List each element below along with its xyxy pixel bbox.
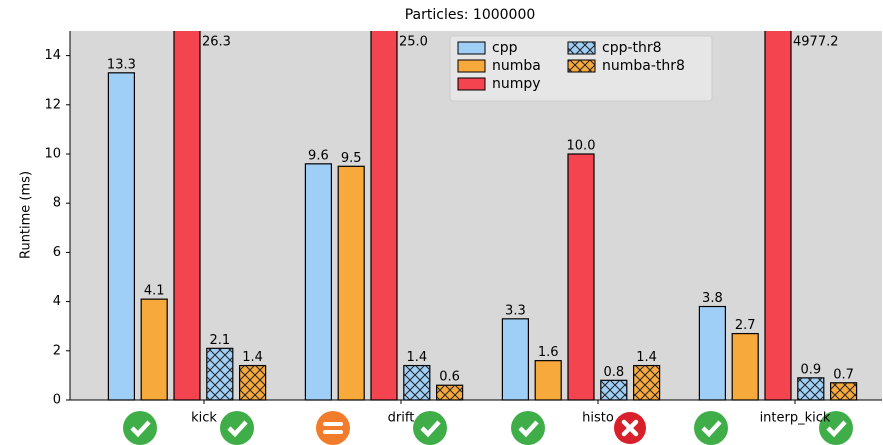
bar [140, 298, 168, 401]
y-axis-label: Runtime (ms) [19, 171, 34, 259]
equal-icon [316, 411, 350, 445]
value-label: 4.1 [144, 284, 165, 299]
x-tick-label: drift [388, 411, 415, 426]
cross-icon [614, 412, 646, 444]
bar-hatch [239, 365, 266, 400]
bar-hatch [600, 380, 627, 400]
value-label: 26.3 [202, 35, 231, 50]
value-label: 2.1 [209, 333, 230, 348]
y-tick-label: 4 [53, 294, 61, 309]
y-tick-label: 14 [44, 48, 61, 63]
value-label: 25.0 [399, 35, 428, 50]
check-icon [819, 411, 853, 445]
bar-hatch [633, 365, 660, 400]
bar [731, 332, 759, 401]
bar-hatch [830, 382, 857, 400]
value-label: 9.5 [341, 151, 362, 166]
value-label: 0.6 [439, 370, 460, 385]
legend-label: numba [492, 58, 541, 74]
check-icon [220, 411, 254, 445]
value-label: 1.6 [538, 345, 559, 360]
value-label: 10.0 [567, 139, 596, 154]
bar [764, 31, 792, 401]
legend-swatch [457, 41, 486, 55]
legend-swatch [457, 77, 486, 91]
bar [337, 165, 365, 401]
legend-swatch [457, 59, 486, 73]
x-tick-label: interp_kick [760, 411, 831, 426]
legend-label: cpp-thr8 [602, 40, 662, 56]
bar [698, 305, 727, 401]
check-icon [511, 411, 545, 445]
y-tick-label: 0 [53, 393, 61, 408]
bar-hatch [797, 377, 824, 400]
icons [123, 411, 853, 445]
check-icon [413, 411, 447, 445]
bar-hatch [206, 348, 233, 400]
value-label: 1.4 [242, 350, 263, 365]
x-tick-label: kick [191, 411, 217, 426]
value-label: 9.6 [308, 148, 329, 163]
value-label: 1.4 [636, 350, 657, 365]
bar-hatch [403, 365, 430, 400]
chart-title: Particles: 1000000 [405, 7, 536, 23]
legend-label: numba-thr8 [602, 58, 685, 74]
check-icon [694, 411, 728, 445]
bar [567, 153, 595, 401]
bar [501, 318, 529, 401]
bar-hatch [436, 385, 463, 400]
legend-hatch [568, 42, 595, 54]
y-tick-label: 12 [44, 97, 61, 112]
value-label: 13.3 [107, 57, 136, 72]
bars [107, 31, 858, 401]
check-icon [123, 411, 157, 445]
value-label: 0.7 [833, 367, 854, 382]
value-label: 0.9 [800, 362, 821, 377]
legend-label: numpy [492, 76, 541, 92]
legend: cpp numba numpy cpp-thr8 numba-thr8 [449, 35, 713, 102]
value-label: 4977.2 [793, 35, 839, 50]
bar [173, 31, 201, 401]
value-label: 3.3 [505, 303, 526, 318]
y-tick-label: 8 [53, 196, 61, 211]
y-tick-label: 10 [44, 147, 61, 162]
y-tick-label: 6 [53, 245, 61, 260]
value-label: 0.8 [603, 365, 624, 380]
bar [107, 72, 136, 401]
legend-label: cpp [492, 40, 518, 56]
value-label: 2.7 [735, 318, 756, 333]
value-label: 1.4 [406, 350, 427, 365]
bar [304, 163, 332, 401]
legend-hatch [568, 60, 595, 72]
bar [370, 31, 398, 401]
x-tick-label: histo [582, 411, 614, 426]
bar [534, 360, 562, 401]
value-label: 3.8 [702, 291, 723, 306]
y-tick-label: 2 [53, 343, 61, 358]
